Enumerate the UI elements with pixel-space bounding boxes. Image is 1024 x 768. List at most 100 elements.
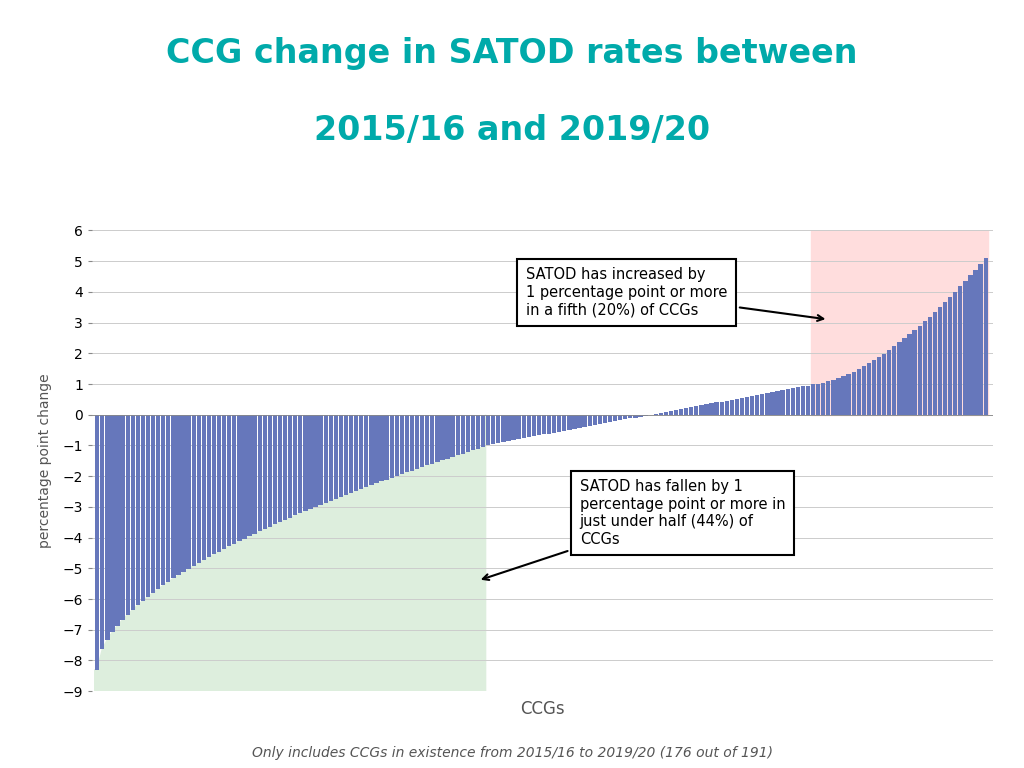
Bar [339,415,343,497]
Bar [511,415,516,440]
Bar [547,415,551,433]
Bar [617,415,623,420]
Bar [958,286,963,415]
Bar [375,415,379,483]
Bar [912,330,916,415]
Bar [750,396,755,415]
Bar [902,339,906,415]
Bar [633,415,638,418]
Bar [603,415,607,423]
Bar [923,321,927,415]
Bar [476,415,480,449]
Bar [861,366,866,415]
Bar [720,402,724,415]
Bar [806,386,810,415]
Bar [715,402,719,415]
Bar [111,415,115,632]
Bar [156,415,161,589]
Bar [918,326,922,415]
Bar [801,386,805,415]
Bar [628,415,633,419]
Bar [526,415,530,437]
Bar [983,258,988,415]
Bar [394,415,399,476]
Bar [501,415,506,442]
Bar [516,415,521,439]
Bar [486,415,490,445]
Bar [121,415,125,620]
Bar [435,415,439,462]
Bar [684,408,688,415]
Bar [948,297,952,415]
Bar [658,413,663,415]
Bar [497,415,501,443]
Bar [293,415,297,515]
Bar [354,415,358,491]
Bar [359,415,364,489]
Bar [785,389,790,415]
Bar [171,415,175,578]
Bar [471,415,475,450]
Bar [308,415,312,509]
Bar [537,415,541,435]
Bar [679,409,683,415]
Bar [197,415,201,563]
Bar [222,415,226,549]
Bar [166,415,170,582]
Bar [877,357,882,415]
Bar [847,374,851,415]
Bar [857,369,861,415]
Bar [253,415,257,534]
Bar [384,415,389,479]
Bar [907,334,911,415]
Bar [262,415,267,529]
Bar [567,415,571,430]
Bar [897,343,901,415]
Bar [420,415,424,467]
Bar [136,415,140,605]
Bar [257,415,262,531]
Bar [608,415,612,422]
Bar [664,412,668,415]
Bar [298,415,302,513]
Bar [638,415,643,416]
Bar [389,415,394,478]
Bar [283,415,288,520]
Bar [816,383,820,415]
Bar [531,415,536,436]
Bar [324,415,328,503]
Bar [202,415,206,560]
Bar [755,395,760,415]
Bar [821,382,825,415]
Bar [370,415,374,485]
Bar [705,405,709,415]
Text: SATOD has fallen by 1
percentage point or more in
just under half (44%) of
CCGs: SATOD has fallen by 1 percentage point o… [483,479,785,580]
Bar [521,415,526,439]
Bar [207,415,211,557]
Bar [725,401,729,415]
Bar [831,380,836,415]
Bar [191,415,196,566]
Bar [969,276,973,415]
Bar [928,316,932,415]
Bar [882,353,887,415]
Bar [445,415,450,458]
Bar [227,415,231,546]
Bar [248,415,252,536]
X-axis label: CCGs: CCGs [520,700,565,717]
Bar [796,387,800,415]
Bar [791,389,795,415]
Bar [583,415,587,427]
Bar [710,403,714,415]
Text: CCG change in SATOD rates between: CCG change in SATOD rates between [166,38,858,70]
Bar [126,415,130,614]
Bar [613,415,617,422]
Bar [466,415,470,452]
Polygon shape [811,230,988,415]
Bar [842,376,846,415]
Bar [415,415,419,468]
Bar [100,415,104,649]
Bar [689,407,693,415]
Bar [451,415,455,457]
Bar [404,415,409,472]
